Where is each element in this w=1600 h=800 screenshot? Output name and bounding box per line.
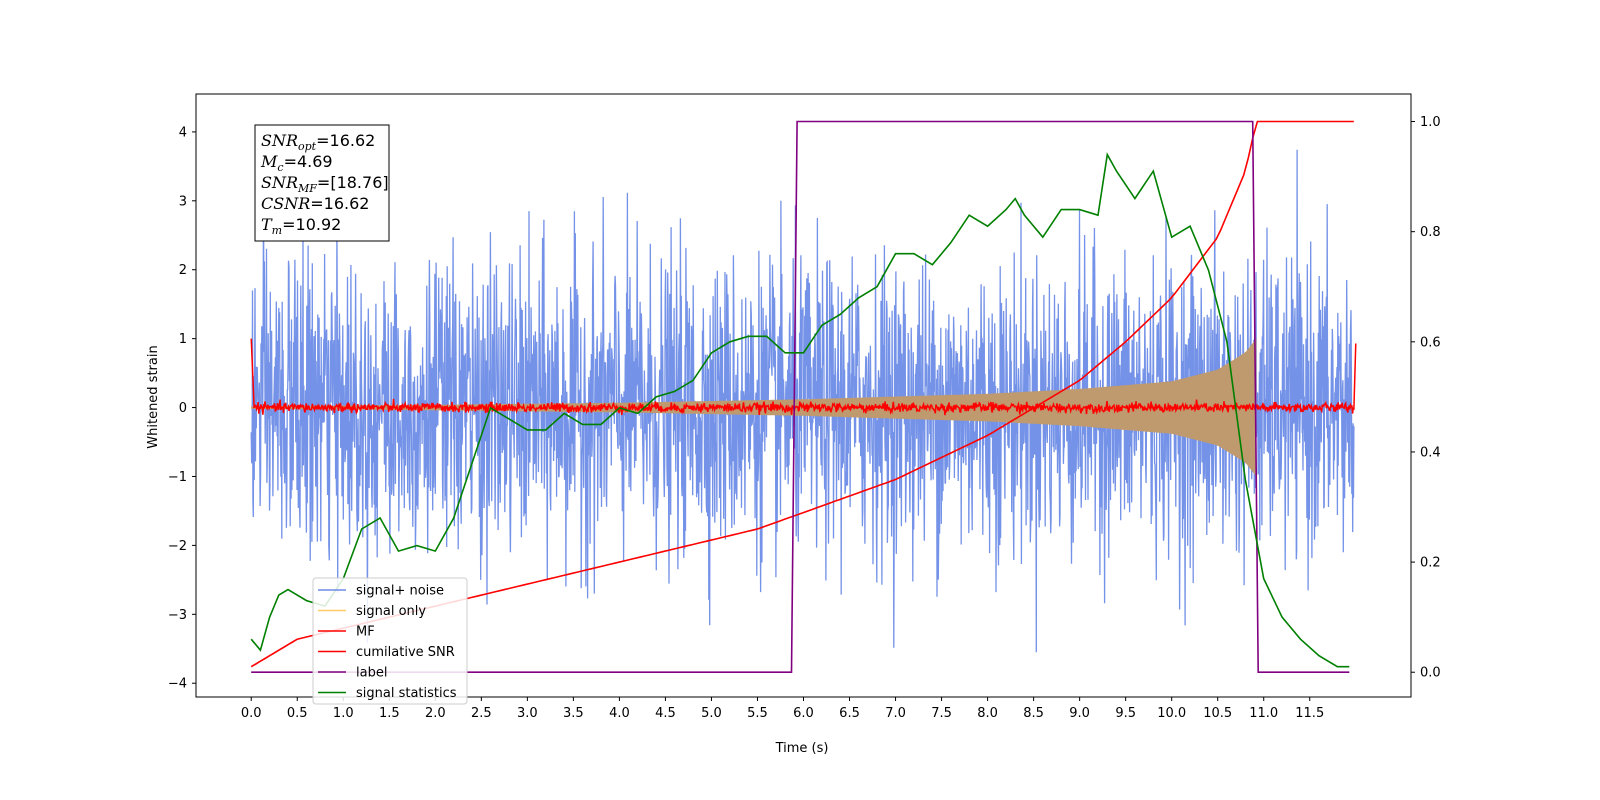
x-tick-label: 6.5	[839, 706, 860, 721]
series-label	[251, 120, 1350, 673]
x-tick-label: 11.0	[1249, 706, 1278, 721]
y-tick-label: −4	[168, 677, 187, 692]
series-signal-statistics	[250, 152, 1350, 668]
legend-frame	[312, 577, 468, 705]
annotation-line: SNRopt=16.62	[261, 131, 375, 153]
y-tick-label: 1	[179, 332, 187, 347]
y-tick-label: 3	[179, 194, 187, 209]
x-tick-label: 2.0	[425, 706, 446, 721]
legend-entry: signal+ noise	[356, 584, 444, 599]
x-tick-label: 7.5	[931, 706, 952, 721]
y2-tick-label: 0.4	[1420, 445, 1441, 460]
axes: 0.0 0.5 1.0 1.5 2.0 2.5 3.0 3.5 4.0 4.5 5.0 5.5 6.0 6…	[168, 93, 1441, 721]
x-tick-label: 8.0	[977, 706, 998, 721]
x-tick-label: 0.0	[241, 706, 262, 721]
y2-tick-label: 0.0	[1420, 666, 1441, 681]
legend-entry: label	[356, 666, 387, 681]
x-tick-label: 10.0	[1157, 706, 1186, 721]
y-tick-label: 4	[179, 125, 187, 140]
x-tick-label: 4.0	[609, 706, 630, 721]
y-tick-label: −2	[168, 539, 187, 554]
x-tick-label: 9.0	[1069, 706, 1090, 721]
x-axis-label: Time (s)	[775, 741, 829, 756]
x-tick-label: 5.5	[747, 706, 768, 721]
legend-entry: cumilative SNR	[356, 645, 455, 660]
x-tick-label: 5.0	[701, 706, 722, 721]
annotation-line: CSNR=16.62	[261, 194, 369, 213]
x-tick-label: 4.5	[655, 706, 676, 721]
x-tick-label: 8.5	[1023, 706, 1044, 721]
y-axis-label: Whitened strain	[146, 345, 161, 448]
x-tick-label: 7.0	[885, 706, 906, 721]
x-tick-label: 0.5	[287, 706, 308, 721]
y2-tick-label: 0.2	[1420, 556, 1441, 571]
y-tick-label: 2	[179, 263, 187, 278]
series-signal-only	[251, 338, 1257, 477]
x-tick-label: 11.5	[1295, 706, 1324, 721]
y-tick-label: −3	[168, 608, 187, 623]
x-tick-label: 2.5	[471, 706, 492, 721]
annotation-line: Tm=10.92	[261, 215, 341, 237]
x-tick-label: 3.5	[563, 706, 584, 721]
annotation-line: SNRMF=[18.76]	[261, 173, 389, 195]
x-tick-label: 1.5	[379, 706, 400, 721]
x-tick-label: 10.5	[1203, 706, 1232, 721]
x-tick-label: 9.5	[1115, 706, 1136, 721]
y-tick-label: −1	[168, 470, 187, 485]
x-tick-label: 6.0	[793, 706, 814, 721]
annotation-box: SNRopt=16.62Mc=4.69SNRMF=[18.76]CSNR=16.…	[254, 124, 390, 242]
annotation-frame	[254, 124, 390, 242]
x-tick-label: 1.0	[333, 706, 354, 721]
series-mf	[250, 338, 1357, 416]
y2-tick-label: 1.0	[1420, 115, 1441, 130]
legend-entry: MF	[356, 625, 375, 640]
x-tick-label: 3.0	[517, 706, 538, 721]
legend-entry: signal statistics	[356, 686, 457, 701]
y-tick-label: 0	[179, 401, 187, 416]
y2-tick-label: 0.6	[1420, 335, 1441, 350]
y2-tick-label: 0.8	[1420, 225, 1441, 240]
annotation-line: Mc=4.69	[260, 152, 333, 174]
legend-entry: signal only	[356, 604, 426, 619]
legend: signal+ noise signal only MF cumilative SNR…	[312, 577, 468, 705]
